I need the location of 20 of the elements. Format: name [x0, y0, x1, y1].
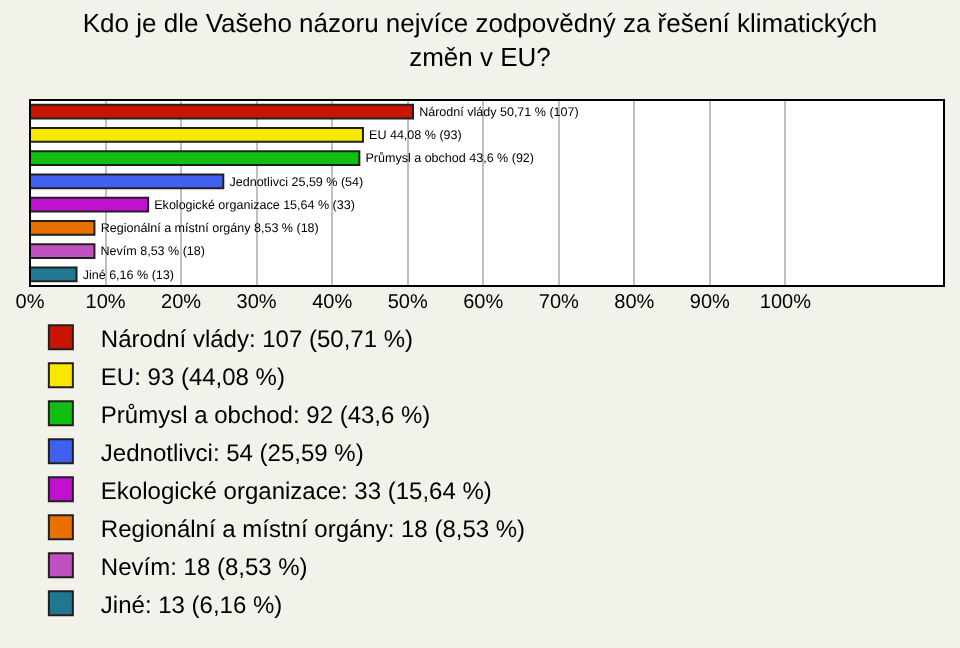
legend-label: Nevím: 18 (8,53 %) [100, 552, 308, 581]
x-tick-label: 70% [538, 292, 579, 314]
x-tick-label: 40% [312, 292, 353, 314]
x-tick-label: 50% [387, 292, 428, 314]
legend-label: Regionální a místní orgány: 18 (8,53 %) [100, 514, 526, 543]
chart-title: Kdo je dle Vašeho názoru nejvíce zodpovědný za řešení klimatických změn v EU? [82, 8, 878, 73]
x-tick-label: 30% [236, 292, 277, 314]
x-tick-label: 60% [463, 292, 504, 314]
x-tick-label: 80% [614, 292, 655, 314]
x-tick-label: 90% [689, 292, 731, 314]
x-tick-label: 100% [759, 292, 812, 314]
legend-label: EU: 93 (44,08 %) [100, 362, 285, 391]
legend-label: Průmysl a obchod: 92 (43,6 %) [100, 400, 431, 429]
x-tick-label: 20% [161, 292, 202, 314]
x-tick-label: 0% [15, 292, 45, 314]
legend-label: Ekologické organizace: 33 (15,64 %) [100, 476, 492, 505]
legend-label: Jiné: 13 (6,16 %) [100, 590, 283, 619]
x-tick-label: 10% [85, 292, 126, 314]
legend-label: Národní vlády: 107 (50,71 %) [100, 324, 414, 353]
legend-label: Jednotlivci: 54 (25,59 %) [100, 438, 364, 467]
